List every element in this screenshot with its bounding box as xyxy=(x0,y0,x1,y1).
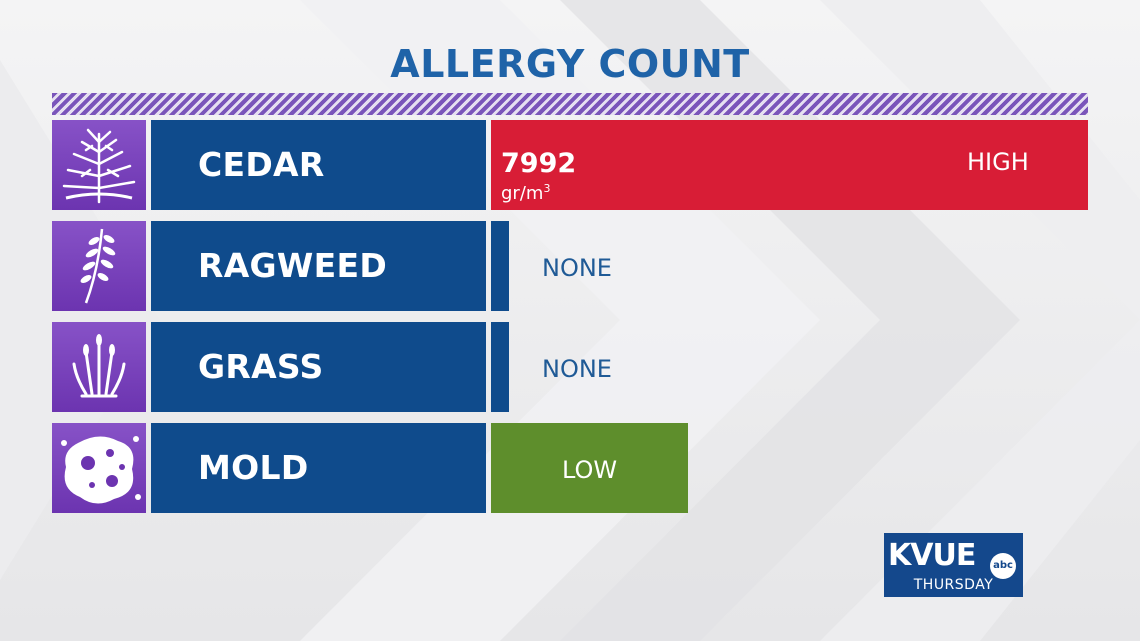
level-label-ragweed: NONE xyxy=(542,254,612,282)
level-label-cedar: HIGH xyxy=(967,148,1029,176)
level-label-mold: LOW xyxy=(562,456,618,484)
logo-station: KVUE xyxy=(888,538,976,573)
chart-title: ALLERGY COUNT xyxy=(390,42,750,86)
bar-mold xyxy=(491,423,688,513)
cedar-label: CEDAR xyxy=(198,145,325,184)
row-ragweed: RAGWEED NONE xyxy=(52,221,1088,311)
cedar-tree-icon xyxy=(52,120,146,210)
level-label-grass: NONE xyxy=(542,355,612,383)
mold-label: MOLD xyxy=(198,448,309,487)
grass-label-box: GRASS xyxy=(151,322,486,412)
header-stripe xyxy=(52,93,1088,115)
row-grass: GRASS NONE xyxy=(52,322,1088,412)
bar-ragweed xyxy=(491,221,509,311)
grass-label: GRASS xyxy=(198,347,324,386)
logo-abc-badge: abc xyxy=(990,553,1016,579)
cedar-label-box: CEDAR xyxy=(151,120,486,210)
row-cedar: CEDAR 7992 gr/m3 HIGH xyxy=(52,120,1088,210)
kvue-logo: KVUE abc THURSDAY xyxy=(884,533,1023,597)
bar-grass xyxy=(491,322,509,412)
row-mold: MOLD LOW xyxy=(52,423,1088,513)
cedar-count-unit: gr/m3 xyxy=(501,182,551,204)
ragweed-label-box: RAGWEED xyxy=(151,221,486,311)
mold-spore-icon xyxy=(52,423,146,513)
logo-day: THURSDAY xyxy=(913,577,994,593)
ragweed-plant-icon xyxy=(52,221,146,311)
bar-cedar xyxy=(491,120,1088,210)
mold-label-box: MOLD xyxy=(151,423,486,513)
ragweed-label: RAGWEED xyxy=(198,246,388,285)
cedar-count-value: 7992 xyxy=(501,148,577,179)
grass-tuft-icon xyxy=(52,322,146,412)
